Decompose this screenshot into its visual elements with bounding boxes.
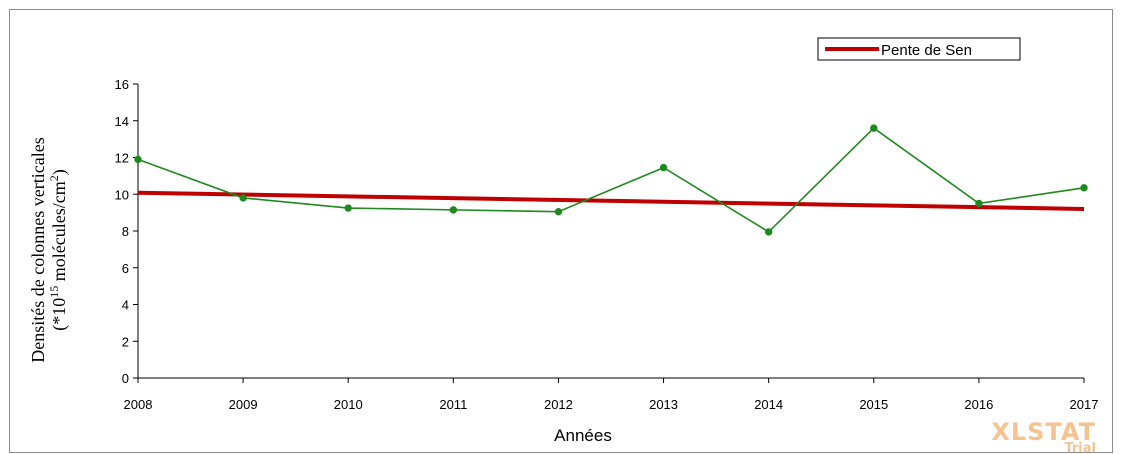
x-tick-label: 2017 bbox=[1070, 397, 1099, 412]
ylabel-prefix: (*10 bbox=[49, 298, 70, 331]
y-tick-label: 12 bbox=[115, 151, 129, 166]
watermark-trial: Trial bbox=[1064, 441, 1096, 454]
y-axis-title: Densités de colonnes verticales (*1015 m… bbox=[28, 137, 70, 362]
data-point bbox=[449, 206, 458, 214]
x-tick-label: 2016 bbox=[964, 397, 993, 412]
x-tick-label: 2014 bbox=[754, 397, 783, 412]
data-point bbox=[1080, 184, 1088, 192]
xlstat-trial-watermark: XLSTAT Trial bbox=[991, 418, 1096, 454]
x-axis-title: Années bbox=[554, 426, 612, 445]
x-tick-label: 2012 bbox=[544, 397, 573, 412]
y-axis-title-line1: Densités de colonnes verticales bbox=[28, 137, 48, 362]
legend: Pente de Sen bbox=[817, 37, 1021, 61]
data-point bbox=[239, 194, 247, 202]
y-tick-label: 4 bbox=[122, 298, 129, 313]
y-tick-label: 16 bbox=[115, 77, 129, 92]
data-point bbox=[344, 204, 352, 212]
ylabel-suffix: ) bbox=[49, 169, 70, 175]
x-tick-label: 2015 bbox=[859, 397, 888, 412]
ylabel-exponent-2: 2 bbox=[47, 175, 61, 181]
y-tick-label: 14 bbox=[115, 114, 129, 129]
chart-frame bbox=[9, 9, 1113, 453]
y-tick-label: 8 bbox=[122, 224, 129, 239]
y-axis-ticks: 0 2 4 6 8 10 12 14 16 bbox=[115, 77, 138, 386]
y-tick-label: 0 bbox=[122, 371, 129, 386]
watermark-xlstat: XLSTAT bbox=[991, 418, 1096, 446]
data-point bbox=[134, 155, 142, 164]
legend-label-pente-de-sen: Pente de Sen bbox=[881, 42, 972, 59]
x-tick-label: 2011 bbox=[439, 397, 467, 412]
y-tick-label: 6 bbox=[122, 261, 129, 276]
data-point bbox=[975, 199, 983, 208]
series-layer bbox=[134, 124, 1088, 236]
data-point bbox=[764, 228, 773, 236]
axes bbox=[137, 84, 1084, 379]
x-tick-label: 2008 bbox=[124, 397, 153, 412]
y-axis-title-line2: (*1015 molécules/cm2) bbox=[47, 169, 70, 330]
x-tick-label: 2013 bbox=[649, 397, 678, 412]
series-densites-line bbox=[137, 127, 1085, 233]
y-tick-label: 2 bbox=[122, 334, 129, 349]
x-tick-label: 2010 bbox=[334, 397, 363, 412]
data-point bbox=[554, 208, 563, 216]
x-axis-ticks: 2008 2009 2010 2011 2012 2013 2014 2015 2016 2017 bbox=[124, 378, 1099, 412]
ylabel-units: molécules/cm bbox=[49, 181, 69, 285]
ylabel-exponent-15: 15 bbox=[47, 286, 61, 298]
series-pente-de-sen-line bbox=[137, 190, 1085, 211]
y-tick-label: 10 bbox=[115, 187, 129, 202]
legend-box bbox=[817, 37, 1021, 61]
data-point bbox=[659, 163, 668, 172]
data-point bbox=[870, 124, 878, 132]
x-tick-label: 2009 bbox=[229, 397, 258, 412]
